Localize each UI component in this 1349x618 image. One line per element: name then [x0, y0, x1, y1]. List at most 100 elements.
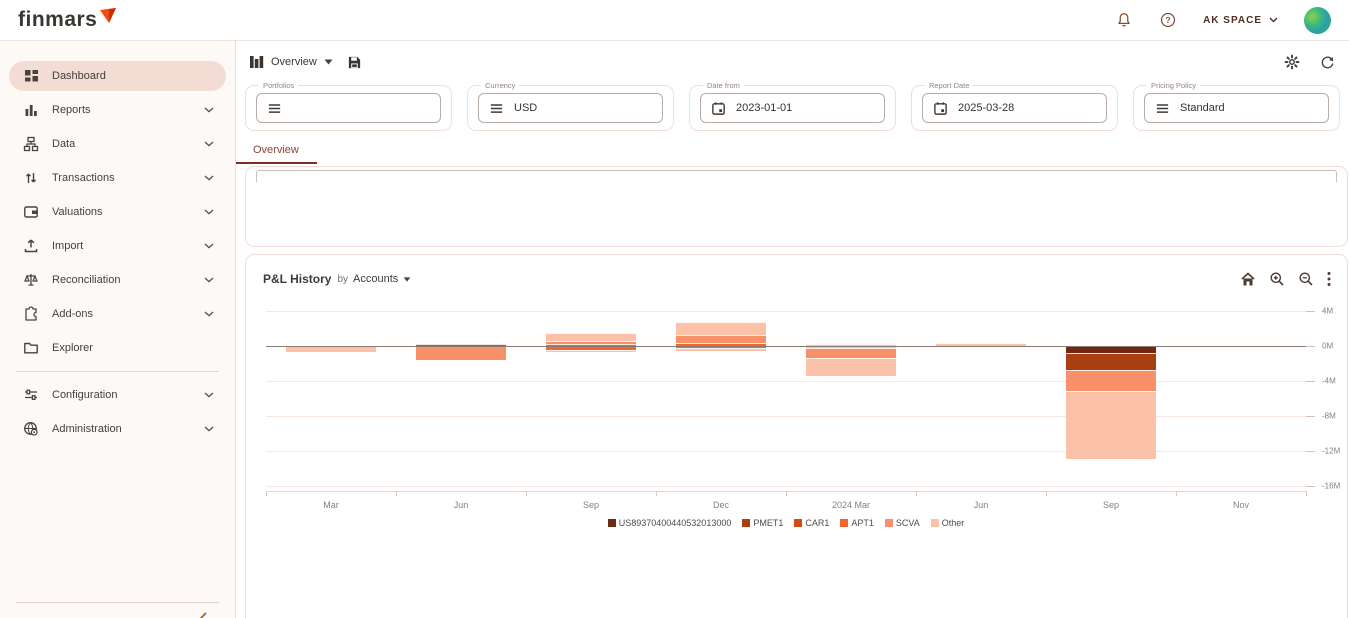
chart-home-button[interactable]: [1240, 271, 1256, 287]
bar-segment-other[interactable]: [1066, 390, 1156, 459]
bar-segment-other[interactable]: [676, 322, 766, 335]
chevron-down-icon: [204, 277, 214, 283]
chevron-down-icon: [204, 141, 214, 147]
x-tick: [656, 491, 657, 496]
legend-item-pmet1[interactable]: PMET1: [742, 518, 783, 528]
legend-label: PMET1: [753, 518, 784, 528]
filter-input[interactable]: USD: [478, 93, 663, 123]
legend-item-us893[interactable]: US89370400440532013000: [607, 518, 732, 528]
save-layout-icon[interactable]: [347, 55, 362, 70]
filter-label: Date from: [703, 81, 744, 90]
bar-segment-scva[interactable]: [416, 346, 506, 360]
x-tick: [1306, 491, 1307, 496]
bar-segment-pmet1[interactable]: [1066, 352, 1156, 370]
layout-selector[interactable]: Overview: [249, 55, 333, 69]
reports-icon: [25, 105, 37, 116]
legend-item-other[interactable]: Other: [930, 518, 965, 528]
avatar[interactable]: [1304, 6, 1331, 34]
chevron-down-icon: [204, 175, 214, 181]
chart-groupby-selector[interactable]: Accounts: [353, 273, 411, 285]
plot-area: 4M 0M -4M -8M -12M -16M: [266, 301, 1340, 496]
chart-by-label: by: [337, 273, 349, 285]
bar-segment-scva[interactable]: [1066, 369, 1156, 391]
sidebar-bottom-divider: [16, 602, 219, 603]
layout-columns-icon: [250, 56, 264, 68]
x-axis-labels: Mar Jun Sep Dec 2024 Mar Jun Sep Nov: [266, 500, 1306, 510]
legend-label: US89370400440532013000: [618, 518, 732, 528]
layout-selector-label: Overview: [271, 56, 317, 68]
top-bar: finmars ? AK SPACE: [0, 0, 1349, 41]
settings-gear-icon[interactable]: [1284, 54, 1300, 70]
x-axis-label: 2024 Mar: [831, 500, 871, 510]
chart-zoom-out-button[interactable]: [1298, 271, 1314, 287]
x-tick: [526, 491, 527, 496]
x-axis-label: Sep: [1102, 500, 1119, 510]
bar-segment-scva[interactable]: [676, 334, 766, 343]
chart-title: P&L History: [263, 272, 332, 286]
bar-segment-other[interactable]: [546, 332, 636, 342]
filter-value: 2023-01-01: [736, 102, 793, 114]
y-tick-label: -12M: [1322, 446, 1341, 456]
sidebar-collapse-icon[interactable]: [197, 611, 211, 618]
filter-date-from: Date from 2023-01-01: [689, 81, 896, 131]
sidebar-item-reports[interactable]: Reports: [9, 95, 226, 125]
legend-swatch: [840, 519, 849, 527]
x-tick: [1176, 491, 1177, 496]
sidebar-item-transactions[interactable]: Transactions: [9, 163, 226, 193]
sidebar-item-configuration[interactable]: Configuration: [9, 380, 226, 410]
sidebar-item-reconciliation[interactable]: Reconciliation: [9, 265, 226, 295]
bar-segment-other[interactable]: [676, 348, 766, 352]
bar-segment-other[interactable]: [546, 349, 636, 353]
bar-segment-other[interactable]: [286, 346, 376, 353]
sidebar-item-administration[interactable]: Administration: [9, 414, 226, 444]
help-icon[interactable]: ?: [1159, 11, 1177, 29]
sidebar-item-data[interactable]: Data: [9, 129, 226, 159]
bar-segment-other[interactable]: [806, 358, 896, 376]
y-tick-label: -4M: [1322, 376, 1336, 386]
sidebar-item-valuations[interactable]: Valuations: [9, 197, 226, 227]
sidebar-item-label: Reports: [52, 104, 91, 116]
administration-icon: [23, 422, 38, 436]
gridline: [266, 451, 1306, 452]
finmars-logo[interactable]: finmars: [18, 8, 117, 32]
notifications-bell-icon[interactable]: [1115, 11, 1133, 29]
tab-overview[interactable]: Overview: [236, 140, 317, 164]
x-axis-label: Jun: [973, 500, 989, 510]
bar-segment-other[interactable]: [936, 343, 1026, 346]
legend-label: APT1: [851, 518, 874, 528]
filter-pricing-policy: Pricing Policy Standard: [1133, 81, 1340, 131]
chevron-down-icon: [204, 107, 214, 113]
chart-menu-button[interactable]: [1327, 271, 1331, 287]
legend-swatch: [607, 519, 616, 527]
gridline: [266, 311, 1306, 312]
filter-input[interactable]: 2023-01-01: [700, 93, 885, 123]
legend-item-apt1[interactable]: APT1: [840, 518, 874, 528]
workspace-label: AK SPACE: [1203, 14, 1262, 26]
legend-item-car1[interactable]: CAR1: [794, 518, 829, 528]
legend-label: CAR1: [805, 518, 830, 528]
refresh-icon[interactable]: [1320, 54, 1335, 70]
workspace-selector[interactable]: AK SPACE: [1203, 15, 1278, 26]
filter-value: USD: [514, 102, 538, 114]
filter-input[interactable]: [256, 93, 441, 123]
filter-input[interactable]: Standard: [1144, 93, 1329, 123]
chart-zoom-in-button[interactable]: [1269, 271, 1285, 287]
legend-label: Other: [941, 518, 965, 528]
y-tick: [1306, 311, 1315, 312]
dashboard-header: Overview: [236, 41, 1349, 77]
sidebar: Dashboard Reports Data Transactions Valuatio…: [0, 41, 236, 618]
sidebar-item-add-ons[interactable]: Add-ons: [9, 299, 226, 329]
bar-segment-car1[interactable]: [416, 344, 506, 346]
bar-segment-apt1[interactable]: [676, 342, 766, 349]
bar-segment-scva[interactable]: [806, 347, 896, 359]
filter-input[interactable]: 2025-03-28: [922, 93, 1107, 123]
bar-segment-scva[interactable]: [546, 341, 636, 345]
x-tick: [786, 491, 787, 496]
y-tick: [1306, 416, 1315, 417]
report-filters: Portfolios Currency USD Date from 2023-01-01…: [236, 77, 1349, 131]
sidebar-item-dashboard[interactable]: Dashboard: [9, 61, 226, 91]
legend-item-scva[interactable]: SCVA: [884, 518, 920, 528]
legend-swatch: [930, 519, 939, 527]
sidebar-item-import[interactable]: Import: [9, 231, 226, 261]
sidebar-item-explorer[interactable]: Explorer: [9, 333, 226, 363]
